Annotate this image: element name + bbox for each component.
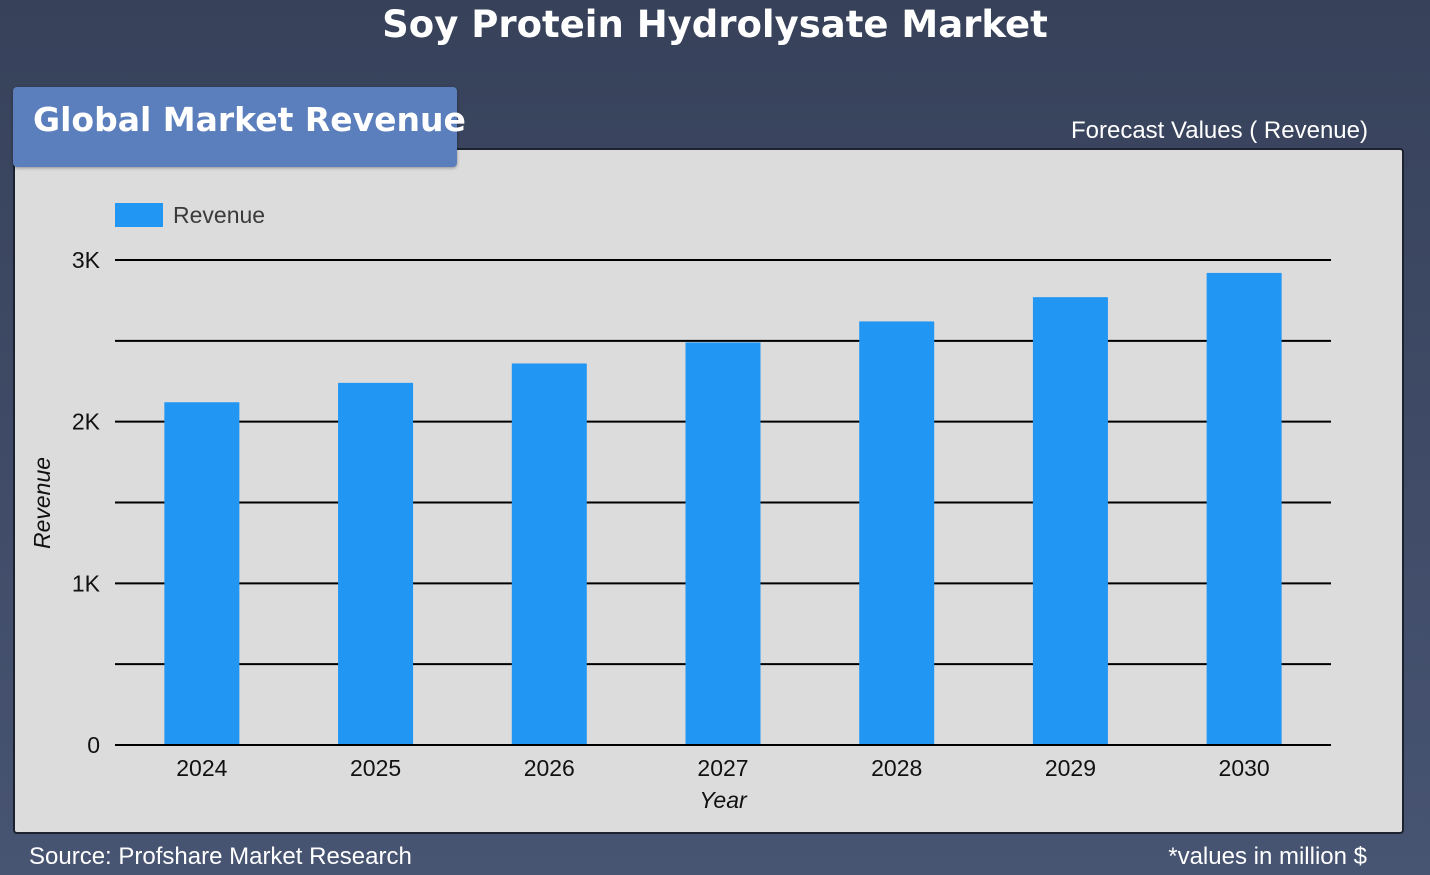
page-title: Soy Protein Hydrolysate Market bbox=[382, 3, 1048, 46]
bar-2027 bbox=[685, 342, 761, 745]
x-tick-label: 2027 bbox=[697, 755, 748, 781]
bar-2030 bbox=[1206, 272, 1282, 745]
bars bbox=[164, 272, 1282, 745]
y-tick-label: 3K bbox=[72, 247, 101, 273]
legend-swatch-revenue bbox=[115, 203, 163, 227]
bar-2029 bbox=[1032, 297, 1108, 745]
x-tick-label: 2025 bbox=[350, 755, 401, 781]
bar-2026 bbox=[511, 363, 587, 745]
bar-2024 bbox=[164, 402, 240, 745]
panel-tab-label: Global Market Revenue bbox=[33, 100, 466, 139]
x-axis-title: Year bbox=[699, 787, 748, 813]
x-tick-label: 2026 bbox=[524, 755, 575, 781]
x-tick-label: 2029 bbox=[1045, 755, 1096, 781]
axes: 0 1K 2K 3K 2024 2025 2026 2027 2028 2029 2030 Year R… bbox=[29, 247, 1331, 813]
panel-tab: Global Market Revenue bbox=[13, 87, 466, 167]
y-tick-label: 2K bbox=[72, 409, 101, 435]
x-tick-label: 2028 bbox=[871, 755, 922, 781]
bar-2025 bbox=[338, 382, 414, 745]
x-tick-label: 2030 bbox=[1219, 755, 1270, 781]
source-note: Source: Profshare Market Research bbox=[29, 843, 412, 870]
y-axis-title: Revenue bbox=[29, 457, 55, 549]
forecast-label: Forecast Values ( Revenue) bbox=[1070, 117, 1368, 144]
legend: Revenue bbox=[115, 202, 265, 228]
x-tick-label: 2024 bbox=[176, 755, 227, 781]
y-tick-label: 1K bbox=[72, 570, 101, 596]
units-note: *values in million $ bbox=[1168, 843, 1367, 870]
legend-label-revenue: Revenue bbox=[173, 202, 265, 228]
y-tick-label: 0 bbox=[87, 732, 100, 758]
bar-2028 bbox=[859, 321, 935, 745]
